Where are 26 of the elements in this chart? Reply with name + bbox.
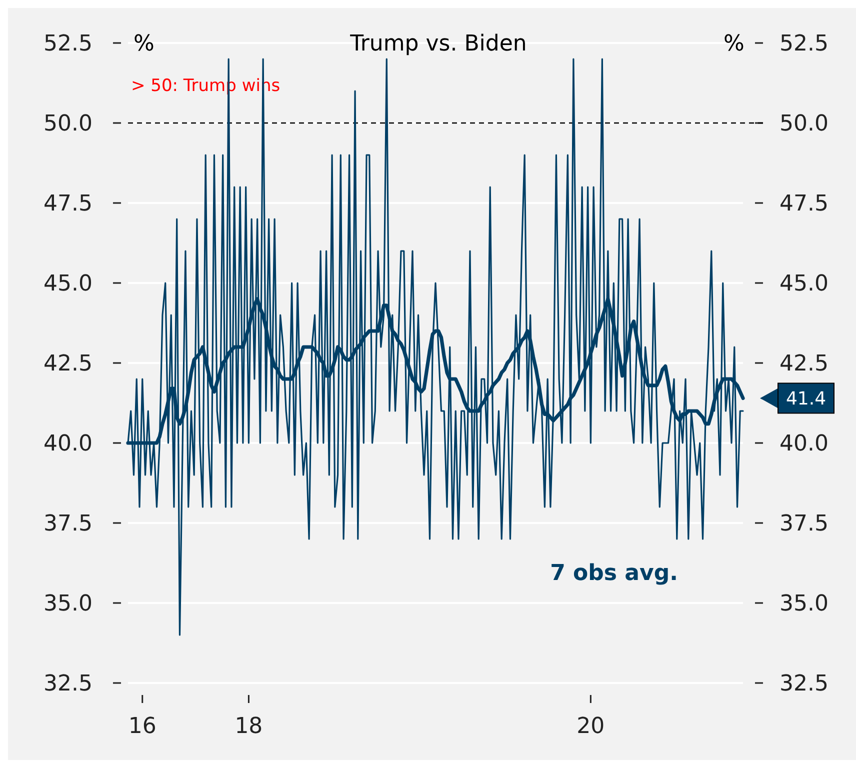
- text: 7 obs avg.: [550, 561, 678, 586]
- y-tick-label: 40.0: [44, 432, 92, 457]
- y2-tick-label: 37.5: [780, 512, 828, 537]
- chart-title: Trump vs. Biden: [349, 32, 527, 57]
- y2-tick-label: 52.5: [780, 32, 828, 57]
- text: 41.4: [786, 388, 826, 410]
- y-tick-label: 35.0: [44, 592, 92, 617]
- y2-tick-label: 47.5: [780, 192, 828, 217]
- y2-tick-label: 50.0: [780, 112, 828, 137]
- y2-tick-label: 32.5: [780, 672, 828, 697]
- x-tick-label: 16: [128, 714, 156, 739]
- y2-tick-label: 35.0: [780, 592, 828, 617]
- y-axis-title: %: [134, 32, 154, 57]
- y2-axis-title: %: [724, 32, 744, 57]
- y-tick-label: 47.5: [44, 192, 92, 217]
- y-tick-label: 37.5: [44, 512, 92, 537]
- y2-tick-label: 40.0: [780, 432, 828, 457]
- y-tick-label: 52.5: [44, 32, 92, 57]
- x-tick-label: 20: [576, 714, 605, 739]
- y-tick-label: 42.5: [44, 352, 92, 377]
- y-tick-label: 45.0: [44, 272, 92, 297]
- y-tick-label: 32.5: [44, 672, 92, 697]
- x-tick-label: 18: [234, 714, 263, 739]
- y2-tick-label: 42.5: [780, 352, 828, 377]
- y-tick-label: 50.0: [44, 112, 92, 137]
- y2-tick-label: 45.0: [780, 272, 828, 297]
